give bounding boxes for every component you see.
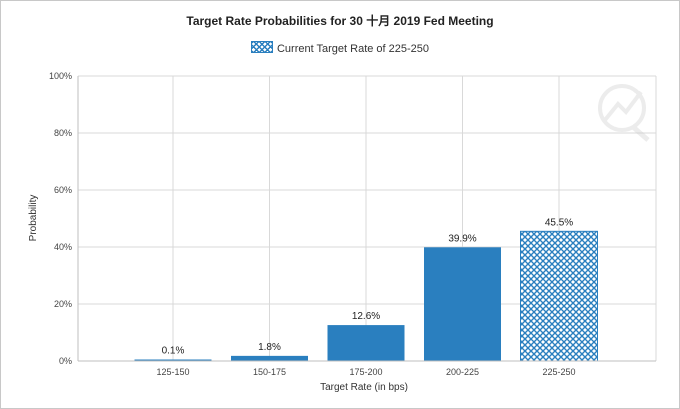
y-tick-label: 20% xyxy=(54,299,72,309)
bar-150-175 xyxy=(231,355,308,361)
y-tick-label: 60% xyxy=(54,185,72,195)
data-label-225-250: 45.5% xyxy=(545,217,573,228)
y-tick-label: 40% xyxy=(54,242,72,252)
bars xyxy=(134,230,598,362)
y-tick-label: 100% xyxy=(49,71,72,81)
bar-225-250 xyxy=(520,230,598,362)
data-label-125-150: 0.1% xyxy=(162,346,185,357)
x-tick-label-125-150: 125-150 xyxy=(156,367,189,377)
y-tick-label: 80% xyxy=(54,128,72,138)
data-label-150-175: 1.8% xyxy=(258,342,281,353)
bar-200-225 xyxy=(424,247,501,361)
bar-125-150 xyxy=(134,359,212,361)
x-tick-label-225-250: 225-250 xyxy=(542,367,575,377)
watermark-logo-icon xyxy=(598,84,650,142)
y-tick-label: 0% xyxy=(59,356,72,366)
x-tick-label-175-200: 175-200 xyxy=(349,367,382,377)
data-label-175-200: 12.6% xyxy=(352,311,380,322)
legend-label: Current Target Rate of 225-250 xyxy=(276,43,430,55)
axes: 0% 20% 40% 60% 80% 100% 125-150 150-175 175-200 2… xyxy=(49,71,656,377)
chart-legend: Current Target Rate of 225-250 xyxy=(0,41,680,55)
x-tick-label-200-225: 200-225 xyxy=(446,367,479,377)
data-label-200-225: 39.9% xyxy=(448,233,476,244)
x-axis-title: Target Rate (in bps) xyxy=(320,382,408,393)
legend-swatch-hatched xyxy=(250,41,273,53)
bar-175-200 xyxy=(327,325,405,361)
y-axis-title: Probability xyxy=(28,195,39,242)
data-labels: 0.1% 1.8% 12.6% 39.9% 45.5% xyxy=(162,217,574,356)
x-tick-label-150-175: 150-175 xyxy=(253,367,286,377)
chart-title: Target Rate Probabilities for 30 十月 2019… xyxy=(186,14,494,28)
